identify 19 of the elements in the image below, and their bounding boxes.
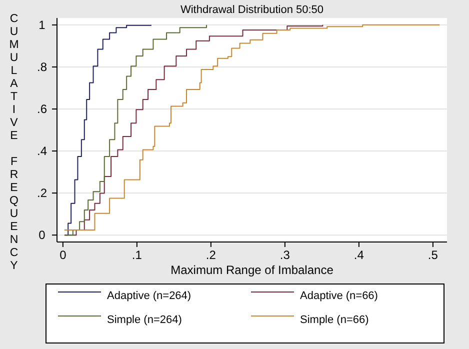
x-tick-label: .5 xyxy=(428,248,438,262)
x-tick-label: .2 xyxy=(206,248,216,262)
x-tick-label: .1 xyxy=(132,248,142,262)
y-tick-label: .4 xyxy=(36,144,48,158)
y-tick-label: .8 xyxy=(36,60,48,74)
y-tick-label: 1 xyxy=(38,18,46,32)
y-tick-label: .6 xyxy=(36,102,48,116)
chart-title: Withdrawal Distribution 50:50 xyxy=(180,4,324,16)
y-tick-label: 0 xyxy=(38,228,46,242)
legend-label: Adaptive (n=66) xyxy=(300,290,378,302)
legend-label: Adaptive (n=264) xyxy=(107,290,192,302)
y-tick-label: .2 xyxy=(36,186,48,200)
x-tick-label: .3 xyxy=(280,248,290,262)
x-tick-label: 0 xyxy=(60,248,67,262)
legend-label: Simple (n=66) xyxy=(300,314,369,326)
x-axis-title: Maximum Range of Imbalance xyxy=(170,263,334,277)
x-tick-label: .4 xyxy=(354,248,364,262)
text: CUMULATIVE FREQUENCY xyxy=(9,13,19,272)
legend-label: Simple (n=264) xyxy=(107,314,182,326)
